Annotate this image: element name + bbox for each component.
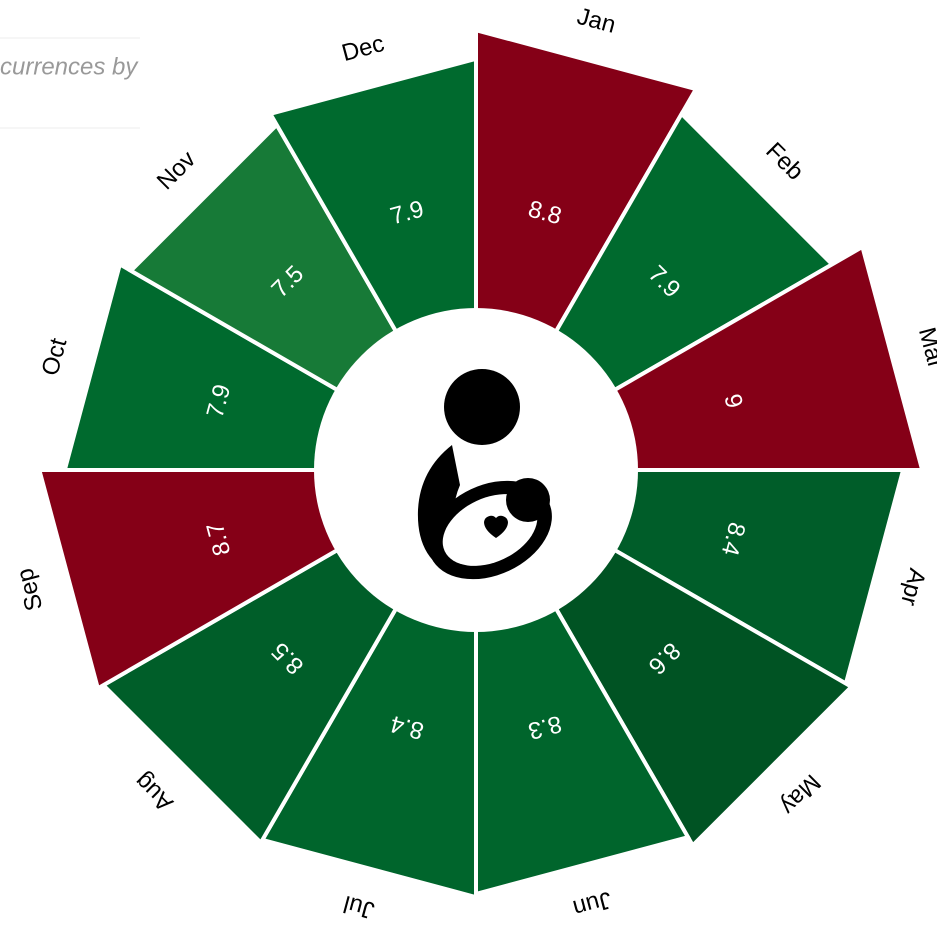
month-label: Sep xyxy=(11,565,48,613)
month-label: Mar xyxy=(913,325,937,372)
month-label: May xyxy=(775,769,826,820)
center-hole xyxy=(314,308,638,632)
center-icon xyxy=(417,369,552,580)
month-label: Dec xyxy=(339,30,387,67)
month-label: Nov xyxy=(152,146,201,195)
chart-title: currences by xyxy=(0,53,139,80)
month-label: Feb xyxy=(760,137,808,185)
month-label: Apr xyxy=(895,566,931,609)
month-label: Jul xyxy=(341,890,378,924)
month-label: Jan xyxy=(574,3,618,39)
month-label: Aug xyxy=(129,767,178,816)
month-label: Oct xyxy=(37,335,73,378)
month-label: Jun xyxy=(570,886,614,922)
